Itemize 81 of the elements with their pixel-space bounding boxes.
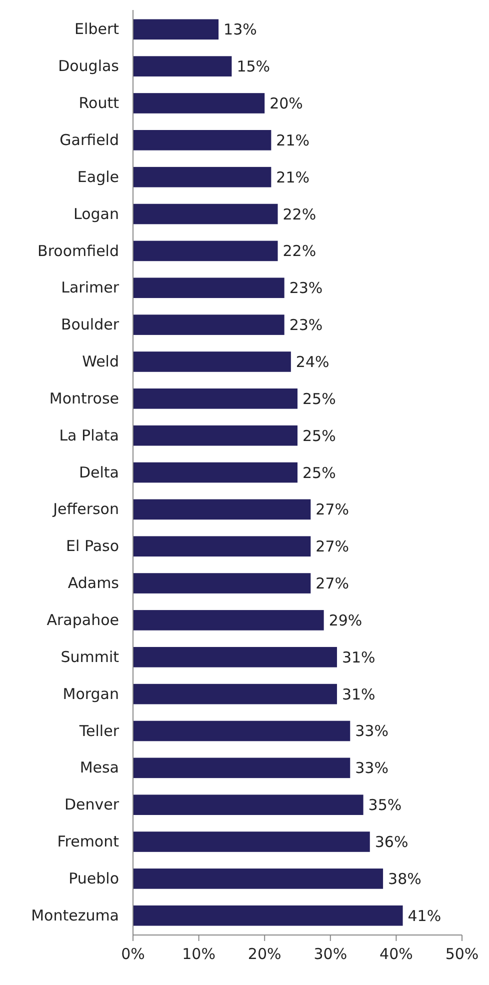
data-label: 25% [302, 426, 336, 445]
data-label: 24% [296, 352, 330, 371]
data-label: 25% [302, 390, 336, 408]
y-tick-label: Boulder [60, 316, 120, 334]
data-label: 13% [224, 20, 257, 39]
y-tick-label: Teller [78, 722, 120, 740]
data-label: 22% [282, 242, 316, 260]
x-tick-label: 40% [380, 945, 413, 963]
y-tick-label: Broomfield [38, 242, 119, 260]
bar [133, 278, 284, 298]
y-tick-label: Weld [82, 352, 119, 371]
bar [133, 204, 278, 224]
y-tick-label: Routt [78, 94, 120, 112]
y-tick-label: Elbert [74, 20, 120, 38]
x-tick-label: 30% [314, 945, 348, 963]
data-label: 21% [276, 131, 310, 150]
y-tick-label: Montezuma [31, 906, 119, 924]
bar [133, 56, 232, 76]
data-label: 33% [355, 722, 388, 740]
data-label: 27% [316, 500, 350, 519]
data-label: 33% [355, 759, 388, 778]
data-label: 21% [276, 168, 310, 186]
data-label: 31% [342, 685, 376, 704]
bar [133, 314, 284, 335]
y-tick-label: Delta [78, 463, 119, 482]
y-tick-label: Jefferson [52, 500, 119, 518]
bar [133, 868, 384, 889]
y-tick-label: Garfield [60, 130, 119, 149]
x-tick-label: 0% [121, 945, 145, 963]
data-label: 23% [289, 279, 323, 298]
bar [133, 905, 403, 926]
x-tick-label: 50% [445, 945, 479, 963]
y-tick-label: Montrose [49, 389, 119, 408]
data-label: 22% [282, 205, 316, 224]
bar [133, 499, 311, 520]
data-label: 41% [408, 906, 442, 925]
y-tick-label: El Paso [66, 537, 119, 556]
data-label: 25% [302, 464, 336, 482]
y-tick-label: Fremont [57, 832, 120, 851]
data-label: 31% [342, 648, 376, 666]
y-tick-label: Larimer [61, 278, 120, 297]
data-label: 35% [368, 796, 402, 814]
bar [133, 93, 265, 114]
y-tick-label: Logan [74, 204, 119, 223]
data-label: 20% [270, 94, 303, 112]
bar [133, 832, 370, 852]
y-tick-label: Adams [68, 574, 120, 592]
data-label: 15% [236, 58, 270, 76]
y-tick-label: Douglas [58, 57, 120, 76]
bar [133, 646, 337, 668]
y-tick-label: Mesa [80, 758, 119, 777]
bar [133, 130, 272, 150]
bar [133, 610, 324, 630]
y-tick-label: Morgan [62, 684, 119, 703]
bar [133, 758, 350, 778]
bar [133, 352, 291, 372]
bar [133, 720, 350, 742]
bar [133, 794, 364, 815]
x-tick-label: 20% [248, 945, 282, 963]
y-tick-label: La Plata [59, 426, 119, 444]
y-tick-label: Summit [60, 648, 120, 666]
y-tick-label: Pueblo [68, 869, 119, 888]
bar [133, 240, 278, 262]
y-tick-label: Denver [64, 796, 120, 814]
y-tick-label: Arapahoe [46, 611, 119, 630]
x-tick-label: 10% [182, 945, 216, 963]
data-label: 38% [388, 870, 422, 888]
bar [133, 573, 311, 594]
data-label: 23% [289, 316, 323, 334]
bar [133, 166, 272, 188]
data-label: 29% [328, 611, 362, 630]
bar [133, 462, 298, 483]
data-label: 27% [316, 538, 350, 556]
data-label: 36% [374, 833, 408, 852]
bar [133, 425, 298, 446]
bar [133, 684, 337, 704]
data-label: 27% [316, 574, 350, 593]
y-tick-label: Eagle [77, 168, 119, 186]
bar [133, 19, 219, 40]
bar [133, 388, 298, 409]
bar [133, 536, 311, 557]
